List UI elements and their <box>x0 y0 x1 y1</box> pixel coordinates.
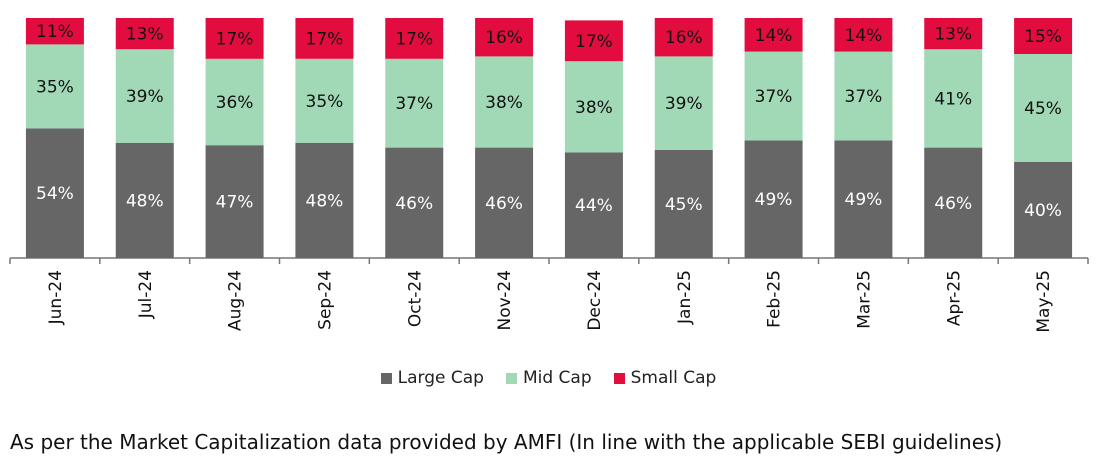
data-label-small-cap-sep-24: 17% <box>306 29 344 49</box>
bar-large-cap-dec-24 <box>564 152 623 258</box>
data-label-mid-cap-feb-25: 37% <box>755 87 793 107</box>
bar-large-cap-mar-25 <box>834 140 893 258</box>
legend-item-large-cap: Large Cap <box>380 368 484 388</box>
data-label-small-cap-apr-25: 13% <box>934 25 972 45</box>
data-label-large-cap-oct-24: 46% <box>395 194 433 214</box>
data-label-large-cap-nov-24: 46% <box>485 194 523 214</box>
data-label-large-cap-jul-24: 48% <box>126 191 164 211</box>
data-label-mid-cap-mar-25: 37% <box>845 87 883 107</box>
bar-large-cap-jul-24 <box>115 142 174 258</box>
bar-small-cap-sep-24 <box>295 18 354 59</box>
bar-mid-cap-jul-24 <box>115 49 174 143</box>
data-label-mid-cap-oct-24: 37% <box>395 94 433 114</box>
bar-mid-cap-oct-24 <box>385 58 444 148</box>
bar-mid-cap-sep-24 <box>295 58 354 143</box>
stacked-bar-chart: 54% 35% 11% Jun-24 48% 39% 13% Jul-24 47% 36% 17% A… <box>9 18 1089 333</box>
bar-large-cap-nov-24 <box>475 147 534 258</box>
x-tick-label-jan-25: Jan-25 <box>675 270 695 325</box>
data-label-mid-cap-apr-25: 41% <box>934 89 972 109</box>
legend-swatch-small-cap <box>613 372 625 384</box>
data-label-large-cap-mar-25: 49% <box>845 190 883 210</box>
data-label-small-cap-oct-24: 17% <box>395 29 433 49</box>
bar-mid-cap-mar-25 <box>834 51 893 141</box>
data-label-mid-cap-jan-25: 39% <box>665 94 703 114</box>
legend-label-mid-cap: Mid Cap <box>522 368 592 388</box>
bar-large-cap-feb-25 <box>744 140 803 258</box>
x-tick-label-dec-24: Dec-24 <box>585 270 605 331</box>
legend: Large Cap Mid Cap Small Cap <box>0 368 1097 388</box>
data-label-small-cap-jun-24: 11% <box>36 22 74 42</box>
bar-small-cap-dec-24 <box>564 20 623 62</box>
data-label-large-cap-jun-24: 54% <box>36 184 74 204</box>
data-label-large-cap-aug-24: 47% <box>216 193 254 213</box>
bar-small-cap-aug-24 <box>205 18 264 59</box>
bar-small-cap-jul-24 <box>115 18 174 50</box>
bar-mid-cap-jun-24 <box>25 44 84 129</box>
data-label-large-cap-dec-24: 44% <box>575 196 613 216</box>
legend-label-large-cap: Large Cap <box>397 368 484 388</box>
bar-mid-cap-nov-24 <box>475 56 534 148</box>
bar-mid-cap-apr-25 <box>924 49 983 148</box>
bar-large-cap-oct-24 <box>385 147 444 258</box>
bar-large-cap-jan-25 <box>654 150 713 258</box>
footnote: As per the Market Capitalization data pr… <box>10 430 1003 454</box>
legend-swatch-mid-cap <box>505 372 517 384</box>
data-label-small-cap-may-25: 15% <box>1024 27 1062 47</box>
bar-large-cap-apr-25 <box>924 147 983 258</box>
bar-small-cap-jun-24 <box>25 18 84 45</box>
data-label-small-cap-jul-24: 13% <box>126 25 164 45</box>
bar-mid-cap-feb-25 <box>744 51 803 141</box>
x-tick-label-feb-25: Feb-25 <box>765 270 785 328</box>
bar-mid-cap-may-25 <box>1014 54 1073 162</box>
x-tick-label-may-25: May-25 <box>1034 270 1054 333</box>
data-label-mid-cap-sep-24: 35% <box>306 92 344 112</box>
x-tick-label-aug-24: Aug-24 <box>226 270 246 331</box>
bar-small-cap-may-25 <box>1014 18 1073 54</box>
bar-mid-cap-dec-24 <box>564 61 623 153</box>
bar-mid-cap-jan-25 <box>654 56 713 150</box>
bar-small-cap-feb-25 <box>744 18 803 52</box>
legend-swatch-large-cap <box>380 372 392 384</box>
data-label-small-cap-jan-25: 16% <box>665 28 703 48</box>
data-label-large-cap-sep-24: 48% <box>306 191 344 211</box>
data-label-large-cap-apr-25: 46% <box>934 194 972 214</box>
data-label-small-cap-dec-24: 17% <box>575 32 613 52</box>
data-label-mid-cap-jul-24: 39% <box>126 87 164 107</box>
data-label-mid-cap-dec-24: 38% <box>575 98 613 118</box>
x-tick-label-jun-24: Jun-24 <box>46 270 66 325</box>
bar-small-cap-apr-25 <box>924 18 983 50</box>
legend-item-mid-cap: Mid Cap <box>505 368 592 388</box>
bar-large-cap-jun-24 <box>25 128 84 258</box>
data-label-small-cap-aug-24: 17% <box>216 29 254 49</box>
data-label-small-cap-nov-24: 16% <box>485 28 523 48</box>
x-tick-label-nov-24: Nov-24 <box>495 270 515 331</box>
x-tick-label-jul-24: Jul-24 <box>136 270 156 319</box>
data-label-small-cap-feb-25: 14% <box>755 26 793 46</box>
bar-small-cap-oct-24 <box>385 18 444 59</box>
x-tick-label-sep-24: Sep-24 <box>315 270 335 330</box>
x-tick-label-mar-25: Mar-25 <box>854 270 874 329</box>
x-tick-label-oct-24: Oct-24 <box>405 270 425 327</box>
bar-large-cap-may-25 <box>1014 162 1073 258</box>
data-label-large-cap-jan-25: 45% <box>665 195 703 215</box>
data-label-large-cap-may-25: 40% <box>1024 201 1062 221</box>
bar-mid-cap-aug-24 <box>205 58 264 146</box>
bar-small-cap-jan-25 <box>654 18 713 57</box>
data-label-small-cap-mar-25: 14% <box>845 26 883 46</box>
data-label-mid-cap-may-25: 45% <box>1024 99 1062 119</box>
data-label-mid-cap-jun-24: 35% <box>36 77 74 97</box>
data-label-mid-cap-aug-24: 36% <box>216 93 254 113</box>
bar-small-cap-mar-25 <box>834 18 893 52</box>
legend-label-small-cap: Small Cap <box>630 368 717 388</box>
data-label-mid-cap-nov-24: 38% <box>485 93 523 113</box>
bar-large-cap-aug-24 <box>205 145 264 258</box>
bar-small-cap-nov-24 <box>475 18 534 57</box>
x-tick-label-apr-25: Apr-25 <box>944 270 964 326</box>
data-label-large-cap-feb-25: 49% <box>755 190 793 210</box>
bar-large-cap-sep-24 <box>295 142 354 258</box>
legend-item-small-cap: Small Cap <box>613 368 717 388</box>
